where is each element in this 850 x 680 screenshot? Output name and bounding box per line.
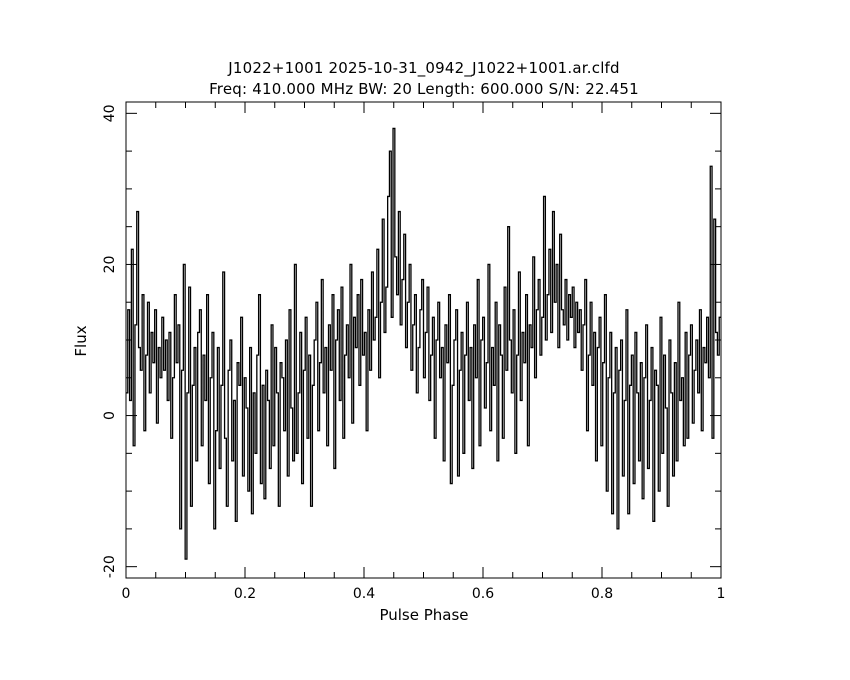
y-tick-label: 20: [102, 256, 118, 274]
x-tick-labels: 0 0.2 0.4 0.6 0.8 1: [122, 586, 726, 602]
x-tick-label: 0.2: [234, 586, 256, 602]
chart-subtitle: Freq: 410.000 MHz BW: 20 Length: 600.000…: [209, 80, 639, 98]
x-tick-label: 0.6: [472, 586, 494, 602]
pulse-profile-series: [126, 127, 721, 560]
y-tick-label: 0: [102, 411, 118, 420]
x-tick-label: 0.4: [353, 586, 375, 602]
chart-title: J1022+1001 2025-10-31_0942_J1022+1001.ar…: [227, 59, 620, 78]
y-tick-label: -20: [102, 555, 118, 578]
x-tick-label: 1: [717, 586, 726, 602]
y-tick-labels: -20 0 20 40: [102, 104, 118, 578]
y-axis-label: Flux: [72, 325, 90, 356]
x-tick-label: 0.8: [591, 586, 613, 602]
x-ticks: [125, 102, 722, 578]
y-tick-label: 40: [102, 104, 118, 122]
x-axis-label: Pulse Phase: [379, 606, 468, 624]
x-tick-label: 0: [122, 586, 131, 602]
